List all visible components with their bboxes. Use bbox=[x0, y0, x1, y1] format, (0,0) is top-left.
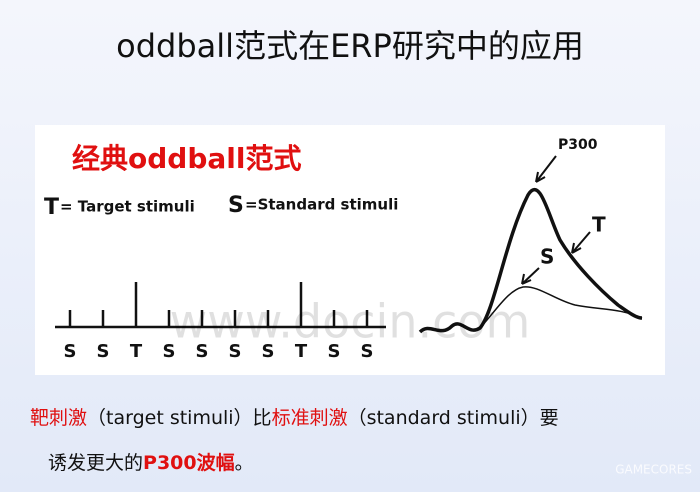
watermark: www.docin.com bbox=[170, 295, 531, 349]
stimulus-label: S bbox=[196, 341, 209, 362]
figure-panel bbox=[35, 125, 665, 375]
stimulus-label: S bbox=[64, 341, 77, 362]
standard-label: S bbox=[540, 245, 554, 269]
caption-highlight: P300波幅 bbox=[143, 451, 235, 474]
arrow bbox=[521, 267, 540, 285]
arrow bbox=[571, 231, 591, 254]
panel-heading: 经典oddball范式 bbox=[72, 142, 301, 175]
caption-highlight: 靶刺激 bbox=[30, 407, 87, 429]
stimulus-label: S bbox=[97, 341, 110, 362]
peak-label: P300 bbox=[558, 137, 598, 153]
caption-line: 诱发更大的P300波幅。 bbox=[48, 451, 254, 474]
stimulus-label: T bbox=[295, 341, 308, 362]
caption-text: （standard stimuli）要 bbox=[348, 407, 559, 429]
stimulus-label: S bbox=[262, 341, 275, 362]
legend-symbol: S bbox=[228, 193, 244, 218]
legend-text: = Target stimuli bbox=[60, 198, 195, 216]
standard-waveform bbox=[479, 286, 643, 329]
caption-highlight: 标准刺激 bbox=[272, 407, 348, 429]
stimulus-label: S bbox=[361, 341, 374, 362]
caption-line: 靶刺激（target stimuli）比标准刺激（standard stimul… bbox=[30, 407, 559, 429]
arrow bbox=[535, 155, 557, 183]
stimulus-label: S bbox=[328, 341, 341, 362]
caption-text: （target stimuli）比 bbox=[87, 407, 272, 429]
stimulus-label: S bbox=[229, 341, 242, 362]
stimulus-label: S bbox=[163, 341, 176, 362]
caption-text: 。 bbox=[235, 452, 254, 474]
slide-title: oddball范式在ERP研究中的应用 bbox=[116, 27, 584, 65]
stimulus-label: T bbox=[130, 341, 143, 362]
target-label: T bbox=[592, 213, 606, 237]
watermark: GAMECORES bbox=[615, 463, 692, 477]
legend-text: =Standard stimuli bbox=[245, 196, 398, 214]
caption-text: 诱发更大的 bbox=[48, 452, 143, 474]
legend-symbol: T bbox=[44, 195, 59, 220]
target-waveform bbox=[418, 187, 643, 334]
